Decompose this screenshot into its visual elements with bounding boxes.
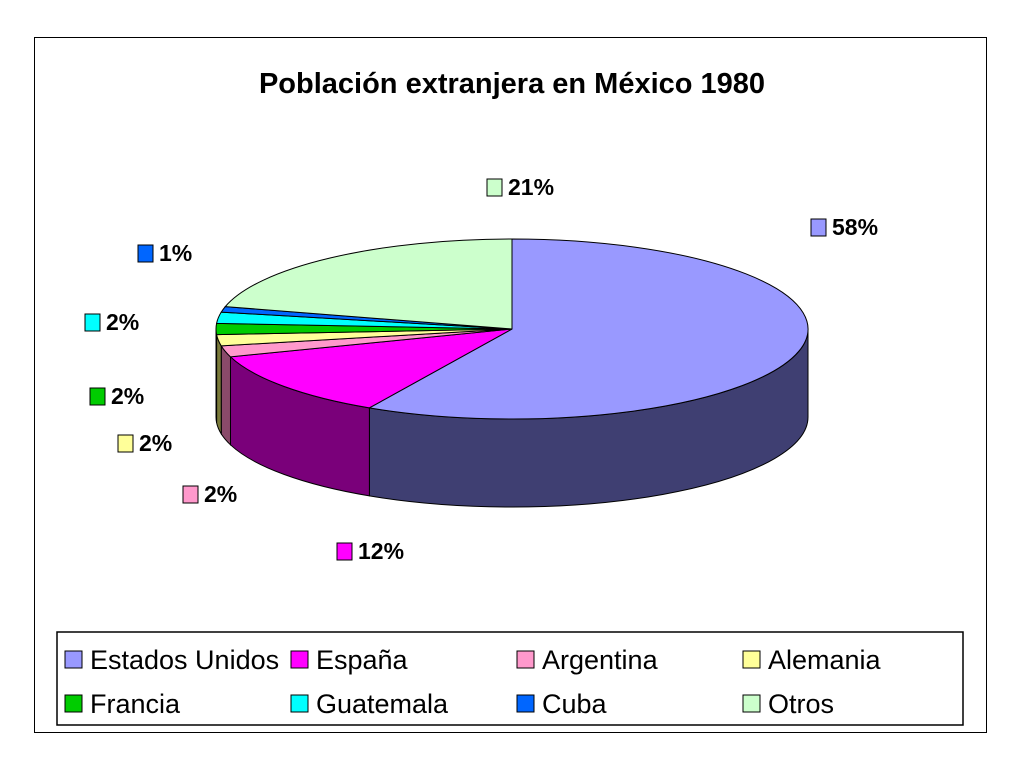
pie-chart: Población extranjera en México 1980 58% 1… <box>56 68 964 726</box>
data-label-estados-unidos: 58% <box>810 214 878 240</box>
legend-swatch <box>516 694 535 713</box>
data-label-text: 2% <box>139 430 172 456</box>
data-label-text: 2% <box>204 481 237 507</box>
data-label-alemania: 2% <box>117 430 172 456</box>
data-label-swatch <box>84 313 101 332</box>
chart-frame: Población extranjera en México 1980 58% 1… <box>34 37 987 733</box>
pie-slice-estados-unidos <box>367 238 809 420</box>
legend-label: Otros <box>768 689 834 719</box>
legend-item-cuba: Cuba <box>516 689 608 719</box>
legend-label: Alemania <box>768 645 882 675</box>
legend-swatch <box>516 650 535 669</box>
legend-swatch <box>64 694 83 713</box>
data-label-espana: 12% <box>336 538 404 564</box>
data-labels: 58% 12% 2% 2% 2% 2% 1% 21% <box>84 174 878 564</box>
legend-item-francia: Francia <box>64 689 181 719</box>
legend-item-espana: España <box>290 645 409 675</box>
data-label-text: 21% <box>508 174 554 200</box>
legend-label: Francia <box>90 689 181 719</box>
pie-slice-espana <box>229 328 513 409</box>
pie-side-alemania <box>216 334 222 436</box>
legend-label: Estados Unidos <box>90 645 279 675</box>
legend-label: España <box>316 645 409 675</box>
legend-item-alemania: Alemania <box>742 645 882 675</box>
legend-item-guatemala: Guatemala <box>290 689 449 719</box>
data-label-cuba: 1% <box>137 240 192 266</box>
data-label-swatch <box>89 387 106 406</box>
legend: Estados Unidos España Argentina Alemania Fra… <box>56 631 964 726</box>
legend-item-estados-unidos: Estados Unidos <box>64 645 279 675</box>
pie-side-argentina <box>220 344 231 446</box>
data-label-text: 2% <box>111 383 144 409</box>
data-label-swatch <box>117 434 134 453</box>
data-label-text: 1% <box>159 240 192 266</box>
pie-slice-otros <box>224 238 513 330</box>
legend-item-argentina: Argentina <box>516 645 659 675</box>
legend-swatch <box>742 694 761 713</box>
legend-swatch <box>742 650 761 669</box>
pie-side-francia <box>215 328 218 423</box>
legend-label: Guatemala <box>316 689 449 719</box>
data-label-swatch <box>182 485 199 504</box>
legend-label: Argentina <box>542 645 659 675</box>
legend-swatch <box>64 650 83 669</box>
data-label-text: 2% <box>106 309 139 335</box>
legend-item-otros: Otros <box>742 689 834 719</box>
data-label-guatemala: 2% <box>84 309 139 335</box>
legend-label: Cuba <box>542 689 608 719</box>
data-label-swatch <box>810 218 827 237</box>
chart-title: Población extranjera en México 1980 <box>259 68 765 100</box>
pie-layer <box>215 238 809 508</box>
legend-swatch <box>290 694 309 713</box>
data-label-swatch <box>486 178 503 197</box>
data-label-swatch <box>336 542 353 561</box>
data-label-otros: 21% <box>486 174 554 200</box>
data-label-text: 58% <box>832 214 878 240</box>
data-label-francia: 2% <box>89 383 144 409</box>
legend-swatch <box>290 650 309 669</box>
legend-box <box>56 631 964 726</box>
data-label-swatch <box>137 244 154 263</box>
data-label-text: 12% <box>358 538 404 564</box>
data-label-argentina: 2% <box>182 481 237 507</box>
